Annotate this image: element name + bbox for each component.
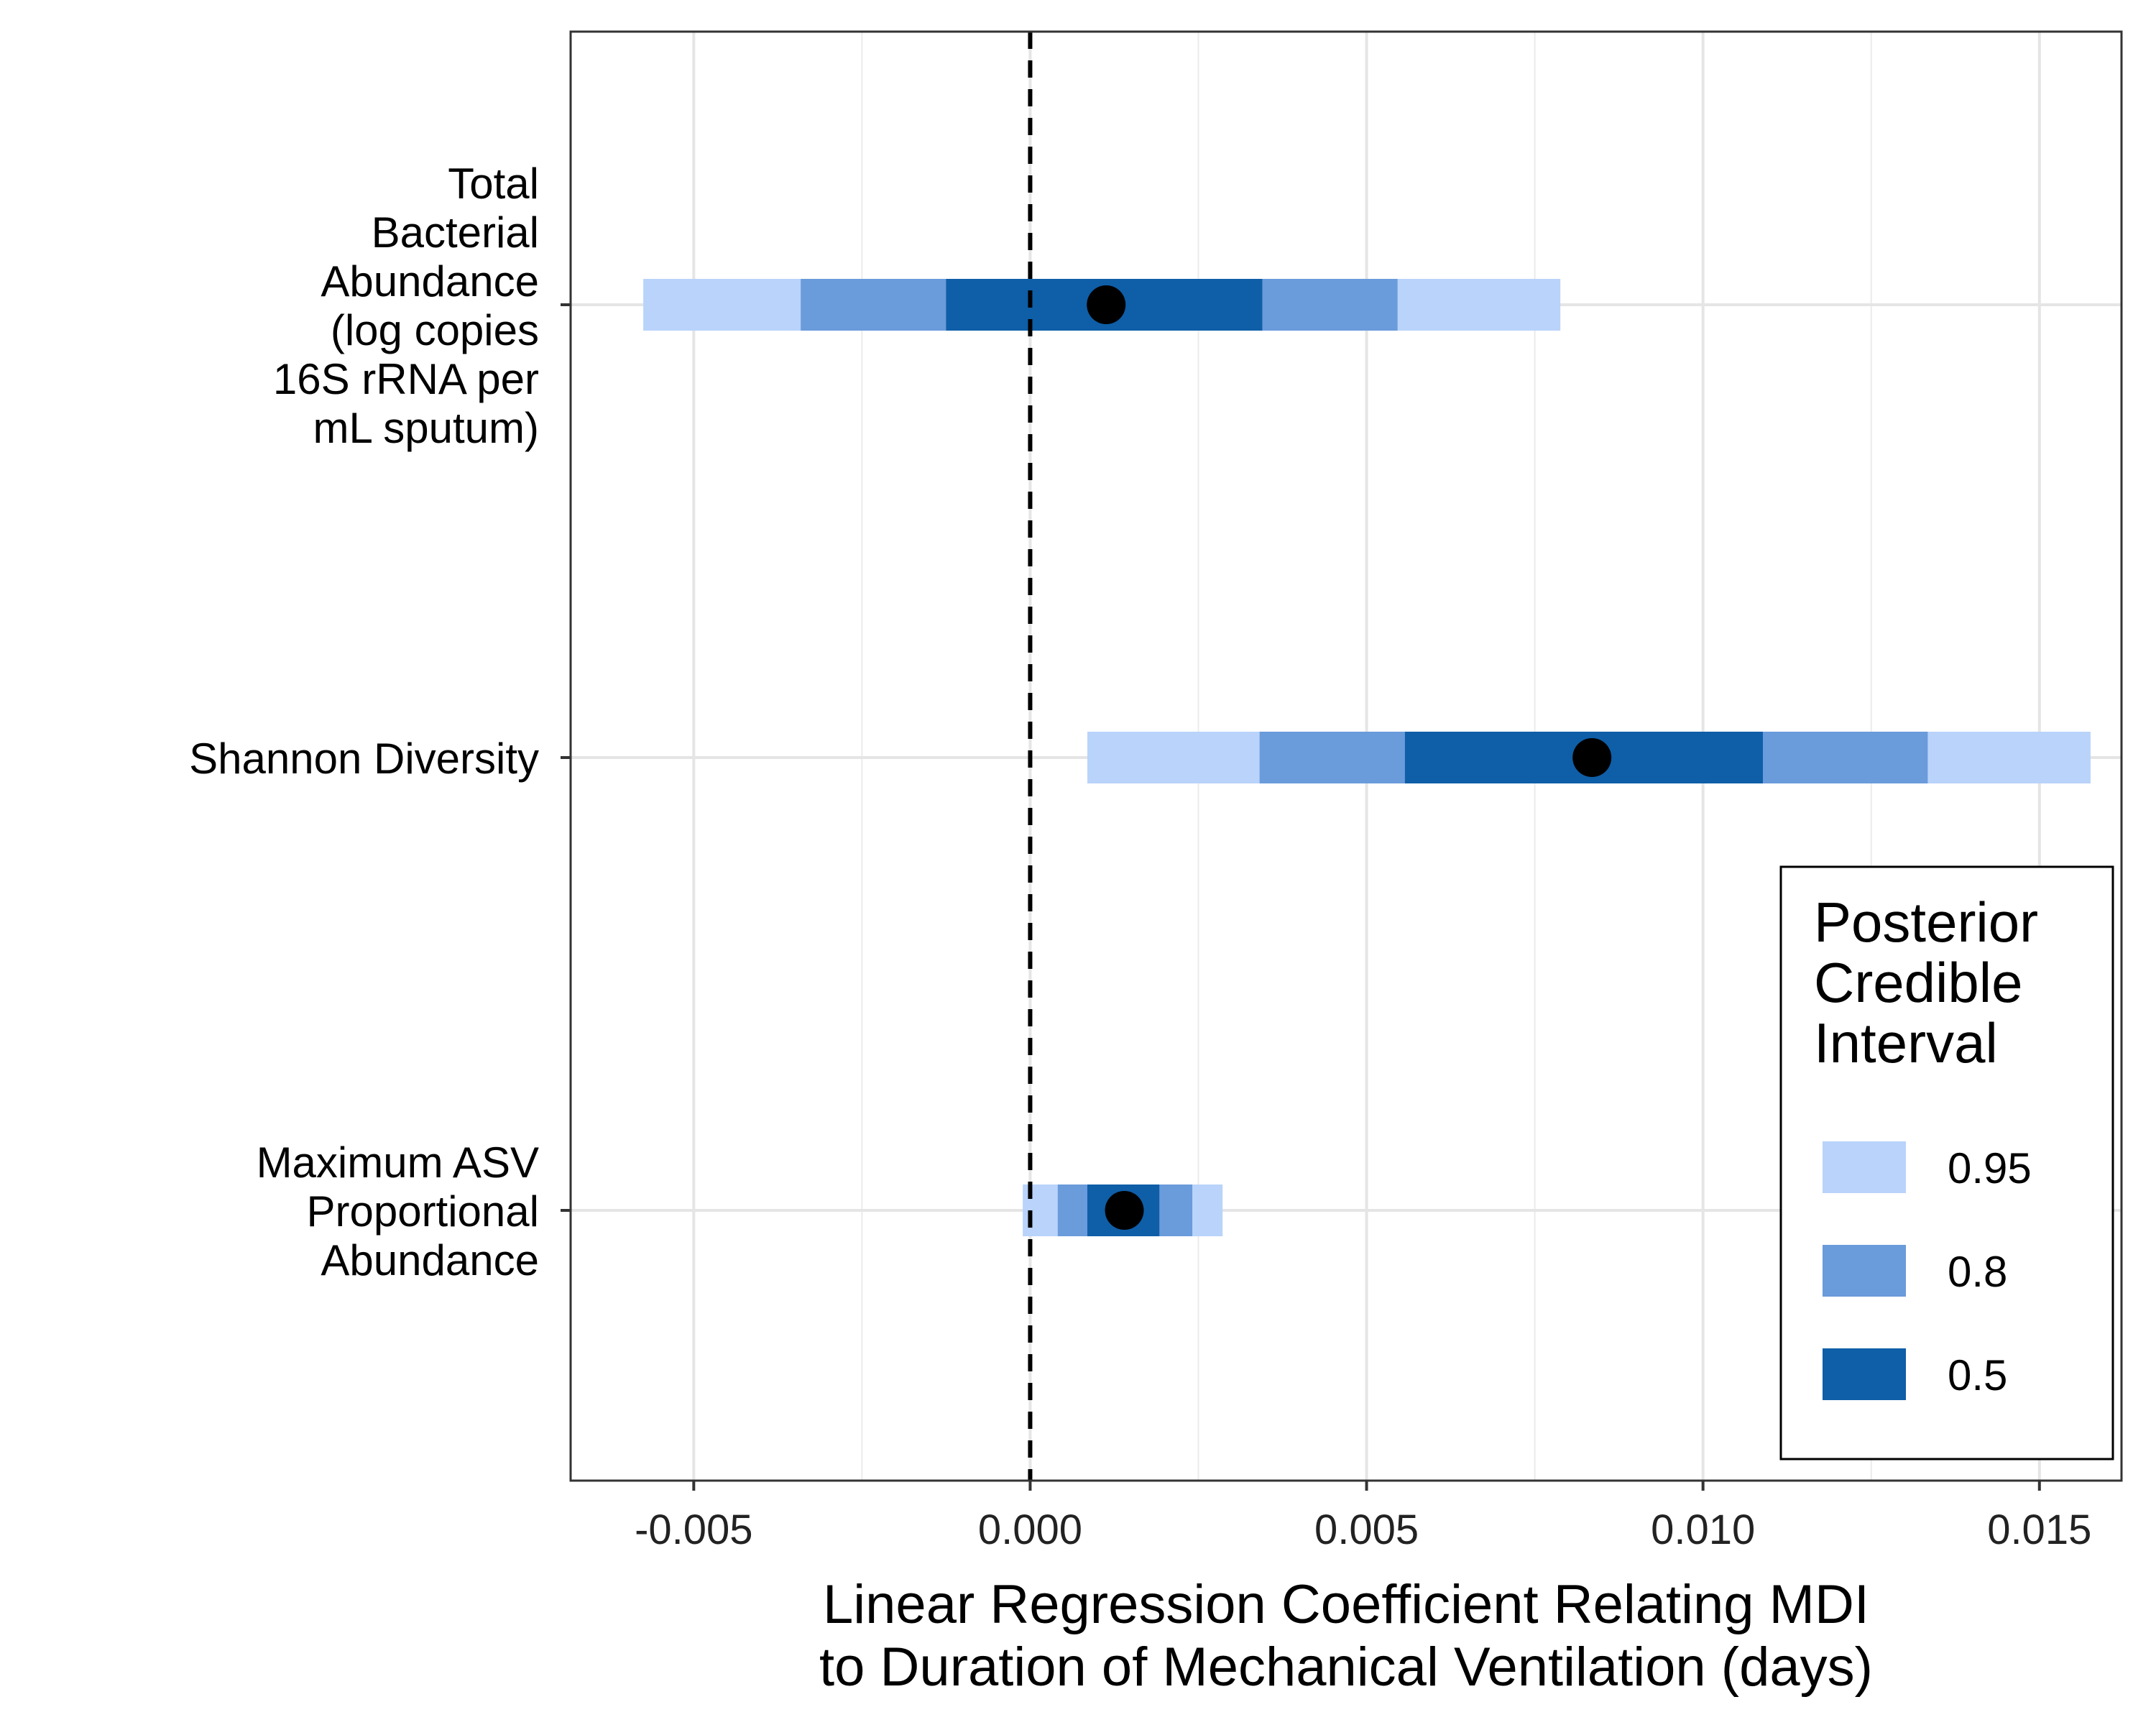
x-axis: -0.005 0.000 0.005 0.010 0.015: [635, 1481, 2091, 1553]
point-estimate: [1087, 285, 1126, 324]
legend-label: 0.5: [1948, 1351, 2007, 1399]
legend-title-line: Credible: [1814, 951, 2022, 1014]
y-tick-label: Shannon Diversity: [189, 735, 539, 783]
y-tick-label: Maximum ASV: [257, 1138, 539, 1187]
legend-title-line: Interval: [1814, 1011, 1998, 1075]
legend-swatch-0-95: [1823, 1141, 1906, 1193]
y-tick-label: (log copies: [331, 306, 539, 354]
x-tick-label: 0.010: [1651, 1506, 1755, 1553]
point-estimate: [1572, 738, 1612, 777]
point-estimate: [1105, 1191, 1144, 1230]
x-tick-label: -0.005: [635, 1506, 752, 1553]
legend-swatch-0-5: [1823, 1348, 1906, 1400]
y-tick-label: mL sputum): [313, 404, 539, 452]
y-tick-label: Total: [448, 160, 539, 208]
legend-title-line: Posterior: [1814, 891, 2038, 954]
x-axis-title-line-2: to Duration of Mechanical Ventilation (d…: [819, 1637, 1873, 1698]
y-tick-label: Abundance: [321, 257, 539, 305]
point-estimates: [1087, 285, 1612, 1230]
legend-label: 0.95: [1948, 1144, 2032, 1192]
y-tick-label: Bacterial: [372, 208, 539, 257]
y-tick-label: 16S rRNA per: [273, 355, 539, 403]
y-tick-label: Abundance: [321, 1236, 539, 1284]
legend-label: 0.8: [1948, 1248, 2007, 1296]
x-tick-label: 0.005: [1314, 1506, 1419, 1553]
x-tick-label: 0.000: [978, 1506, 1082, 1553]
legend-swatch-0-8: [1823, 1245, 1906, 1297]
y-tick-label: Proportional: [306, 1187, 539, 1236]
x-axis-title-line-1: Linear Regression Coefficient Relating M…: [823, 1574, 1869, 1635]
x-axis-title: Linear Regression Coefficient Relating M…: [819, 1574, 1873, 1698]
x-tick-label: 0.015: [1987, 1506, 2091, 1553]
